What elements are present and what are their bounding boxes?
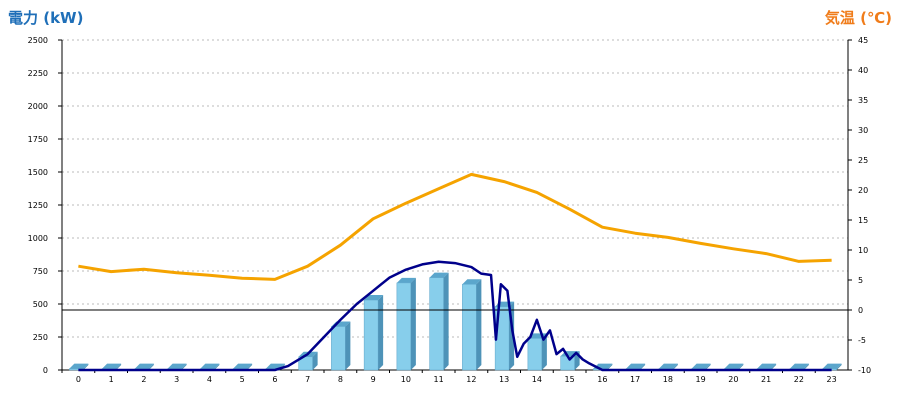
x-tick-label: 9 xyxy=(371,375,376,384)
bar-top xyxy=(429,272,449,278)
right-axis-title: 気温 (℃) xyxy=(824,9,892,27)
bar-top xyxy=(134,363,154,369)
left-tick-label: 250 xyxy=(33,333,48,342)
x-tick-label: 11 xyxy=(434,375,444,384)
bar-top xyxy=(462,279,482,285)
x-tick-label: 4 xyxy=(207,375,212,384)
bar-side xyxy=(148,363,154,370)
left-tick-label: 750 xyxy=(33,267,48,276)
right-tick-label: 25 xyxy=(858,156,868,165)
bar-top xyxy=(396,277,416,283)
right-tick-label: 35 xyxy=(858,96,868,105)
left-tick-label: 2250 xyxy=(28,69,48,78)
x-tick-label: 12 xyxy=(466,375,476,384)
x-tick-label: 7 xyxy=(305,375,310,384)
bar-top xyxy=(626,363,646,369)
x-tick-label: 6 xyxy=(272,375,277,384)
bar-side xyxy=(181,363,187,370)
bar xyxy=(396,282,412,371)
x-tick-label: 20 xyxy=(728,375,738,384)
right-tick-label: 30 xyxy=(858,126,868,135)
right-tick-label: -5 xyxy=(858,336,866,345)
bar-side xyxy=(836,363,842,370)
bar-side xyxy=(116,363,122,370)
right-tick-label: 40 xyxy=(858,66,868,75)
bar-top xyxy=(822,363,842,369)
x-tick-label: 22 xyxy=(794,375,804,384)
bar-side xyxy=(803,363,809,370)
bar xyxy=(527,338,543,371)
bar-top xyxy=(724,363,744,369)
bar-side xyxy=(312,351,318,370)
left-tick-label: 1500 xyxy=(28,168,48,177)
left-tick-label: 2500 xyxy=(28,36,48,45)
bar-side xyxy=(378,295,384,370)
bar-side xyxy=(476,279,482,370)
bar-side xyxy=(214,363,220,370)
bar-side xyxy=(771,363,777,370)
x-tick-label: 23 xyxy=(827,375,837,384)
bar-side xyxy=(705,363,711,370)
bar-top xyxy=(364,295,384,301)
right-tick-label: 0 xyxy=(858,306,863,315)
bar-side xyxy=(640,363,646,370)
bar-top xyxy=(658,363,678,369)
left-tick-label: 500 xyxy=(33,300,48,309)
x-tick-label: 1 xyxy=(109,375,114,384)
x-tick-label: 10 xyxy=(401,375,411,384)
bar xyxy=(331,326,346,371)
x-tick-label: 2 xyxy=(141,375,146,384)
bar-side xyxy=(738,363,744,370)
left-axis-title: 電力 (kW) xyxy=(8,9,84,27)
bar-top xyxy=(757,363,777,369)
bar xyxy=(363,299,379,371)
right-tick-label: 20 xyxy=(858,186,868,195)
x-tick-label: 14 xyxy=(532,375,542,384)
bar-top xyxy=(69,363,89,369)
x-tick-label: 3 xyxy=(174,375,179,384)
bar-side xyxy=(443,272,449,370)
x-tick-label: 5 xyxy=(240,375,245,384)
x-tick-label: 8 xyxy=(338,375,343,384)
x-tick-label: 0 xyxy=(76,375,81,384)
x-tick-label: 21 xyxy=(761,375,771,384)
bar xyxy=(429,277,444,371)
right-tick-label: 10 xyxy=(858,246,868,255)
x-tick-label: 18 xyxy=(663,375,673,384)
bar-side xyxy=(410,277,416,370)
x-tick-label: 19 xyxy=(696,375,706,384)
left-tick-label: 1250 xyxy=(28,201,48,210)
right-tick-label: 15 xyxy=(858,216,868,225)
right-tick-label: 5 xyxy=(858,276,863,285)
bar-side xyxy=(607,363,613,370)
x-tick-label: 17 xyxy=(630,375,640,384)
bar-top xyxy=(691,363,711,369)
bar-side xyxy=(541,333,547,370)
bar-side xyxy=(83,363,89,370)
left-tick-label: 1000 xyxy=(28,234,48,243)
x-tick-label: 13 xyxy=(499,375,509,384)
bar-side xyxy=(345,321,351,370)
bar-top xyxy=(789,363,809,369)
temperature-line xyxy=(78,172,832,281)
bar-top xyxy=(200,363,220,369)
left-tick-label: 0 xyxy=(43,366,48,375)
x-tick-label: 16 xyxy=(597,375,607,384)
left-tick-label: 2000 xyxy=(28,102,48,111)
right-tick-label: -10 xyxy=(858,366,871,375)
bar xyxy=(462,283,477,371)
power-line xyxy=(78,260,832,372)
bar-side xyxy=(247,363,253,370)
bar-side xyxy=(672,363,678,370)
x-tick-label: 15 xyxy=(565,375,575,384)
right-tick-label: 45 xyxy=(858,36,868,45)
bar-top xyxy=(102,363,122,369)
bar-top xyxy=(233,363,253,369)
left-tick-label: 1750 xyxy=(28,135,48,144)
bar-top xyxy=(167,363,187,369)
